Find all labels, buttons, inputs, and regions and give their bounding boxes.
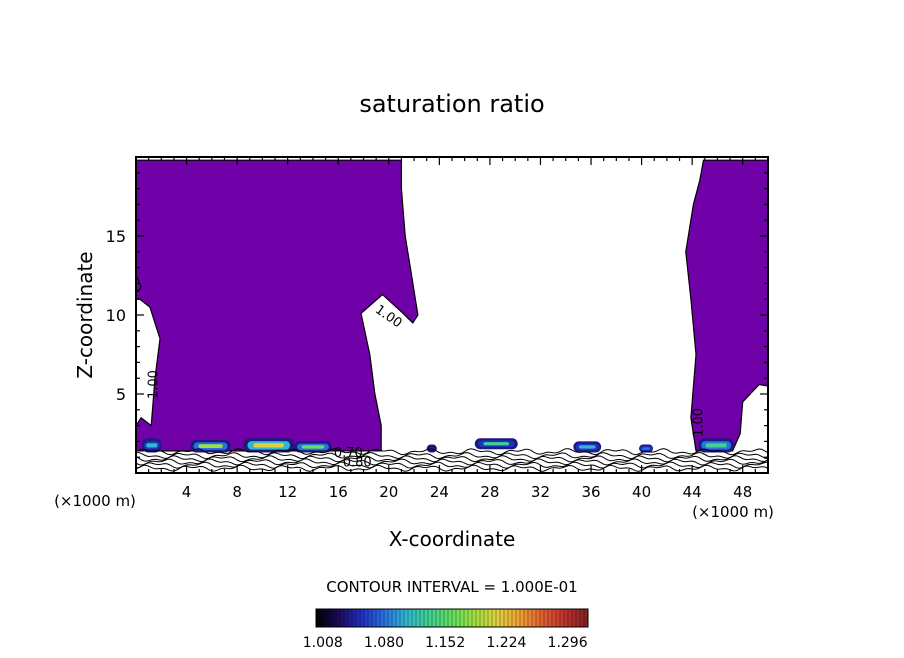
colorbar: 1.008 1.080 1.152 1.224 1.296	[303, 608, 589, 651]
x-tick-label: 4	[182, 483, 192, 501]
ground-contour-4	[136, 461, 768, 469]
colorbar-stripes	[319, 609, 585, 627]
x-tick-label: 24	[430, 483, 449, 501]
x-unit-left: (×1000 m)	[54, 492, 136, 510]
x-tick-label: 16	[329, 483, 348, 501]
patch-8	[698, 438, 734, 453]
y-tick-label: 10	[106, 306, 126, 325]
contour-label-4: 0.70	[334, 446, 363, 461]
saturation-regions	[136, 159, 768, 452]
saturation-patches	[142, 438, 734, 453]
y-axis-label: Z-coordinate	[73, 251, 97, 378]
patch-7	[639, 444, 653, 453]
colorbar-label: 1.080	[364, 635, 404, 651]
x-tick-label: 8	[232, 483, 242, 501]
patch-3	[294, 441, 332, 453]
region-left-column	[136, 159, 419, 452]
contour-label-3: 0.80	[343, 456, 372, 471]
contour-interval: CONTOUR INTERVAL = 1.000E-01	[326, 578, 577, 596]
contour-label-1: 1.00	[146, 370, 161, 399]
ground-contour-0	[136, 447, 768, 456]
x-tick-label: 12	[278, 483, 297, 501]
patch-6	[573, 441, 602, 453]
ground-contours	[136, 447, 768, 472]
plot-area: 1.001.001.000.800.70 4 8 12 16 20 24 28 32 36 40 4…	[106, 156, 769, 501]
x-tick-label: 40	[632, 483, 651, 501]
ground-contour-1	[136, 451, 768, 460]
region-right-column	[685, 159, 768, 452]
colorbar-frame	[315, 608, 589, 628]
patch-1	[190, 439, 231, 453]
x-unit-right: (×1000 m)	[692, 503, 774, 521]
x-tick-label: 32	[531, 483, 550, 501]
colorbar-label: 1.152	[425, 635, 465, 651]
x-tick-label: 20	[379, 483, 398, 501]
contour-label-2: 1.00	[691, 408, 706, 437]
chart-title: saturation ratio	[359, 90, 544, 118]
x-tick-label: 28	[480, 483, 499, 501]
x-tick-label: 48	[733, 483, 752, 501]
colorbar-label: 1.224	[486, 635, 526, 651]
patch-2	[243, 438, 294, 453]
colorbar-label: 1.008	[303, 635, 343, 651]
colorbar-labels: 1.008 1.080 1.152 1.224 1.296	[303, 635, 588, 651]
x-axis-label: X-coordinate	[389, 527, 516, 551]
patch-5	[474, 438, 518, 450]
y-tick-label: 15	[106, 227, 126, 246]
colorbar-label: 1.296	[548, 635, 588, 651]
patch-0	[142, 438, 162, 453]
x-tick-label: 36	[581, 483, 600, 501]
ground-contour-2	[136, 455, 768, 463]
y-tick-label: 5	[116, 385, 126, 404]
x-tick-label: 44	[683, 483, 702, 501]
